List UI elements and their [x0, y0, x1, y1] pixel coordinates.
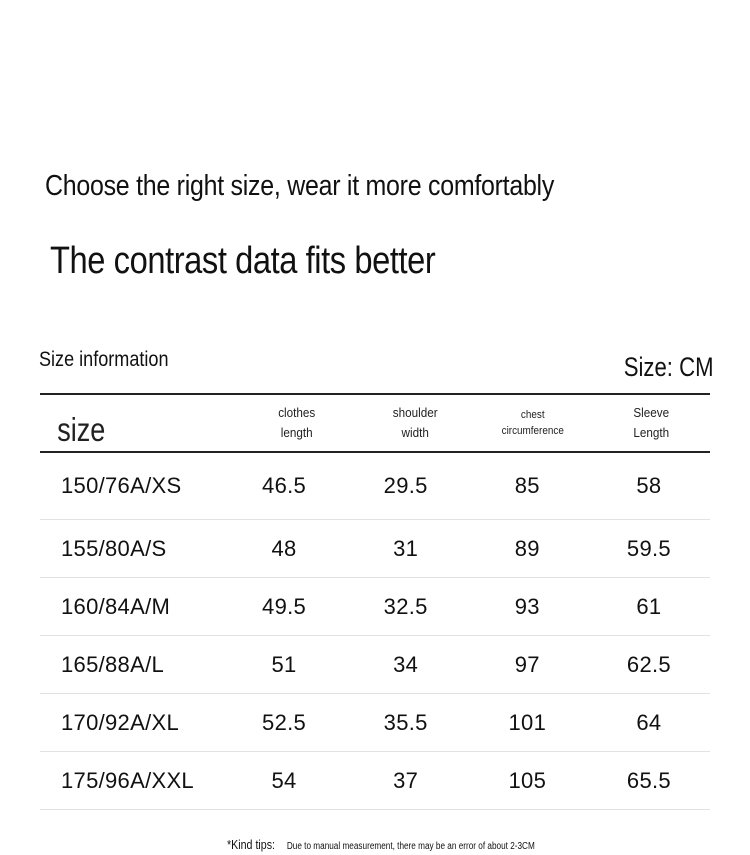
header-shoulder-width: shoulder width: [362, 403, 469, 443]
sleeve-length-cell: 64: [636, 709, 662, 735]
chest-circumference-cell: 97: [514, 651, 540, 677]
header-label-line1: shoulder: [392, 405, 438, 420]
sleeve-length-cell: 61: [636, 593, 662, 619]
kind-tips: *Kind tips: Due to manual measurement, t…: [227, 836, 535, 854]
unit-label: Size: CM: [624, 352, 714, 382]
header-label-line2: width: [401, 425, 429, 440]
subheadline: The contrast data fits better: [50, 240, 436, 282]
header-label-line1: clothes: [278, 405, 316, 420]
table-row: 150/76A/XS 46.5 29.5 85 58: [40, 453, 710, 520]
tips-text: Due to manual measurement, there may be …: [286, 841, 535, 852]
shoulder-width-cell: 35.5: [383, 709, 428, 735]
section-label: Size information: [39, 348, 169, 371]
table-body: 150/76A/XS 46.5 29.5 85 58 155/80A/S 48 …: [40, 453, 710, 810]
sleeve-length-cell: 65.5: [626, 767, 671, 793]
header-label-line2: Length: [632, 425, 669, 440]
header-label-line1: Sleeve: [632, 405, 669, 420]
clothes-length-cell: 51: [271, 651, 297, 677]
table-row: 170/92A/XL 52.5 35.5 101 64: [40, 694, 710, 752]
shoulder-width-cell: 31: [393, 535, 419, 561]
chest-circumference-cell: 85: [514, 473, 540, 498]
table-row: 155/80A/S 48 31 89 59.5: [40, 520, 710, 578]
shoulder-width-cell: 32.5: [383, 593, 428, 619]
table-row: 160/84A/M 49.5 32.5 93 61: [40, 578, 710, 636]
header-chest-circumference: chest circumference: [480, 407, 586, 439]
size-cell: 165/88A/L: [61, 651, 165, 677]
header-label-line1: chest: [520, 409, 545, 421]
headline: Choose the right size, wear it more comf…: [45, 170, 555, 202]
header-size: size: [40, 396, 203, 450]
shoulder-width-cell: 37: [393, 767, 419, 793]
table-row: 165/88A/L 51 34 97 62.5: [40, 636, 710, 694]
header-label-line2: circumference: [501, 425, 564, 437]
chest-circumference-cell: 101: [508, 709, 547, 735]
size-cell: 150/76A/XS: [61, 473, 182, 498]
header-clothes-length: clothes length: [244, 403, 350, 443]
clothes-length-cell: 48: [271, 535, 297, 561]
sleeve-length-cell: 59.5: [626, 535, 671, 561]
chest-circumference-cell: 105: [508, 767, 547, 793]
chest-circumference-cell: 89: [514, 535, 540, 561]
size-cell: 170/92A/XL: [61, 709, 179, 735]
clothes-length-cell: 49.5: [262, 593, 307, 619]
clothes-length-cell: 46.5: [262, 473, 307, 498]
sleeve-length-cell: 62.5: [626, 651, 671, 677]
clothes-length-cell: 52.5: [262, 709, 307, 735]
size-cell: 160/84A/M: [61, 593, 171, 619]
header-sleeve-length: Sleeve Length: [597, 403, 704, 443]
clothes-length-cell: 54: [271, 767, 297, 793]
table-header-row: size clothes length shoulder width chest…: [40, 395, 710, 453]
shoulder-width-cell: 34: [393, 651, 419, 677]
size-table: size clothes length shoulder width chest…: [40, 393, 710, 810]
header-size-label: size: [57, 411, 106, 448]
tips-label: *Kind tips:: [227, 837, 276, 852]
shoulder-width-cell: 29.5: [383, 473, 428, 498]
chest-circumference-cell: 93: [514, 593, 540, 619]
size-cell: 155/80A/S: [61, 535, 167, 561]
size-cell: 175/96A/XXL: [61, 767, 194, 793]
header-label-line2: length: [280, 425, 313, 440]
table-row: 175/96A/XXL 54 37 105 65.5: [40, 752, 710, 810]
sleeve-length-cell: 58: [636, 473, 662, 498]
